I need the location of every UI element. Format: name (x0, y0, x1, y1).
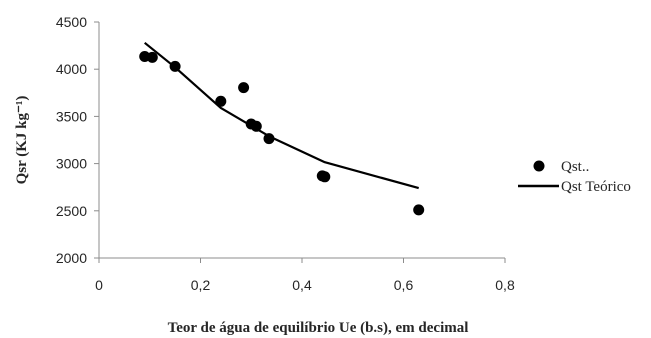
x-tick-label: 0 (95, 277, 103, 293)
y-tick-label: 4000 (56, 61, 87, 77)
data-point-qst (263, 133, 275, 145)
series-line-qst-teorico (144, 41, 419, 190)
y-tick-label: 3500 (56, 108, 87, 124)
x-tick-label: 0,6 (394, 277, 414, 293)
data-point-qst (413, 204, 425, 216)
y-axis-ticks: 2000 2500 3000 3500 4000 4500 (56, 14, 99, 266)
data-point-qst (215, 95, 227, 107)
legend: Qst.. Qst Teórico (518, 159, 631, 195)
x-tick-label: 0,2 (191, 277, 211, 293)
legend-label-qst-teorico: Qst Teórico (561, 179, 631, 195)
x-tick-label: 0,8 (495, 277, 515, 293)
data-point-qst (238, 82, 250, 94)
legend-marker-qst (533, 160, 545, 172)
x-tick-label: 0,4 (292, 277, 312, 293)
data-point-qst (146, 51, 158, 63)
data-point-qst (319, 171, 331, 183)
data-point-qst (250, 120, 262, 132)
legend-label-qst: Qst.. (561, 159, 589, 175)
data-point-qst (169, 60, 181, 72)
y-tick-label: 2000 (56, 250, 87, 266)
x-axis-title: Teor de água de equilíbrio Ue (b.s), em … (168, 320, 469, 336)
x-axis-ticks: 0 0,2 0,4 0,6 0,8 (95, 258, 515, 293)
series-layer (139, 41, 425, 216)
y-axis-title: Qsr (KJ kg⁻¹) (14, 96, 30, 185)
axes (98, 22, 505, 259)
y-tick-label: 2500 (56, 203, 87, 219)
y-tick-label: 4500 (56, 14, 87, 30)
y-tick-label: 3000 (56, 156, 87, 172)
